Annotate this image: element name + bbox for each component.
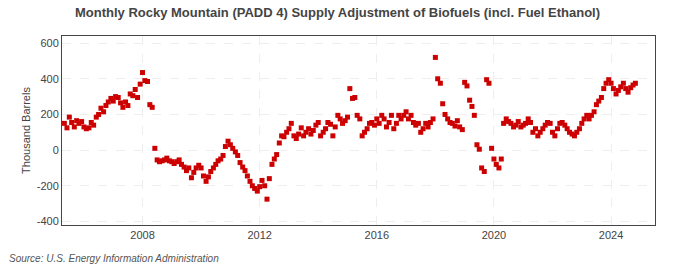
svg-text:0: 0 (53, 144, 59, 156)
svg-text:-400: -400 (37, 215, 59, 227)
svg-text:600: 600 (40, 37, 58, 49)
svg-text:Thousand Barrels: Thousand Barrels (20, 87, 32, 174)
svg-text:Monthly Rocky Mountain (PADD 4: Monthly Rocky Mountain (PADD 4) Supply A… (75, 5, 600, 20)
svg-text:2008: 2008 (130, 229, 154, 241)
svg-text:2012: 2012 (247, 229, 271, 241)
svg-text:2020: 2020 (482, 229, 506, 241)
svg-text:Source: U.S. Energy Informatio: Source: U.S. Energy Information Administ… (9, 253, 219, 264)
svg-text:400: 400 (40, 73, 58, 85)
svg-text:2016: 2016 (365, 229, 389, 241)
svg-text:200: 200 (40, 108, 58, 120)
svg-text:2024: 2024 (599, 229, 623, 241)
svg-text:-200: -200 (37, 180, 59, 192)
